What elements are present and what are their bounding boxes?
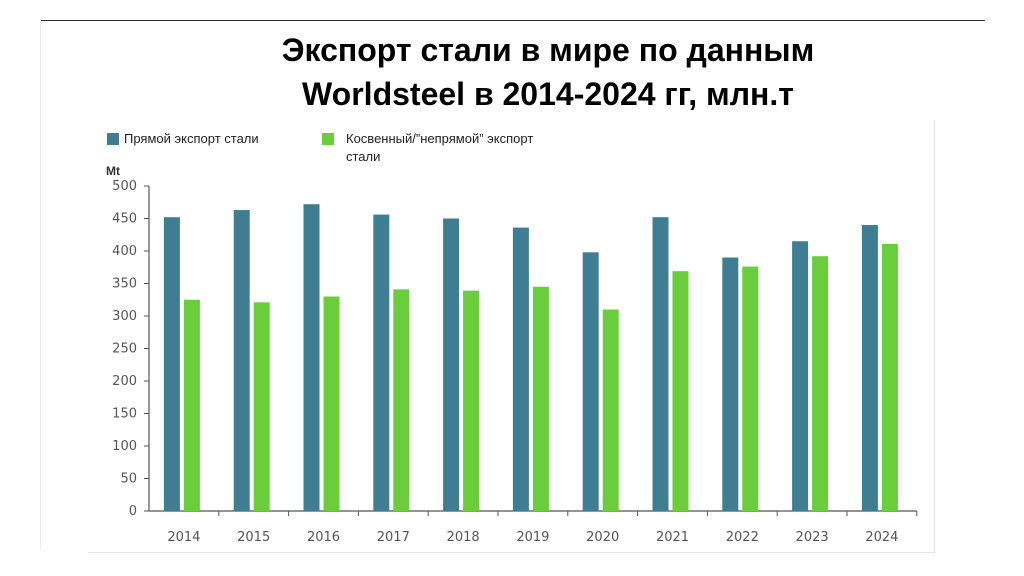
page-title: Экспорт стали в мире по данным Worldstee… bbox=[150, 28, 946, 116]
y-tick-label: 150 bbox=[112, 407, 137, 422]
y-tick-label: 400 bbox=[112, 244, 137, 259]
title-line-2: Worldsteel в 2014-2024 гг, млн.т bbox=[302, 76, 794, 112]
bar-indirect-export bbox=[532, 286, 549, 511]
y-axis-unit: Mt bbox=[106, 164, 120, 178]
bar-indirect-export bbox=[253, 302, 270, 511]
x-tick-label: 2024 bbox=[865, 530, 898, 545]
x-tick-label: 2016 bbox=[307, 530, 340, 545]
bar-indirect-export bbox=[463, 290, 480, 511]
bar-direct-export bbox=[792, 241, 809, 511]
bar-direct-export bbox=[582, 252, 599, 512]
y-tick-label: 450 bbox=[112, 212, 137, 227]
bar-indirect-export bbox=[602, 309, 619, 511]
bar-indirect-export bbox=[881, 243, 898, 511]
y-tick-label: 200 bbox=[112, 374, 137, 389]
y-tick-label: 100 bbox=[112, 439, 137, 454]
top-divider bbox=[40, 20, 985, 21]
bar-indirect-export bbox=[742, 266, 759, 511]
x-tick-label: 2017 bbox=[377, 530, 410, 545]
x-tick-label: 2023 bbox=[796, 530, 829, 545]
x-tick-label: 2022 bbox=[726, 530, 759, 545]
bar-direct-export bbox=[163, 217, 180, 511]
bar-indirect-export bbox=[323, 296, 340, 511]
bar-direct-export bbox=[861, 225, 878, 511]
x-tick-label: 2015 bbox=[237, 530, 270, 545]
bar-indirect-export bbox=[183, 299, 200, 511]
x-tick-label: 2014 bbox=[167, 530, 200, 545]
y-tick-label: 0 bbox=[129, 504, 137, 519]
bar-direct-export bbox=[652, 217, 669, 511]
bar-direct-export bbox=[373, 214, 390, 511]
x-tick-label: 2018 bbox=[447, 530, 480, 545]
bar-indirect-export bbox=[812, 256, 829, 511]
x-tick-label: 2021 bbox=[656, 530, 689, 545]
legend-swatch-direct bbox=[107, 133, 119, 145]
y-tick-label: 500 bbox=[112, 179, 137, 194]
y-tick-label: 50 bbox=[120, 472, 137, 487]
bar-indirect-export bbox=[393, 289, 410, 511]
legend-swatch-indirect bbox=[322, 133, 334, 145]
x-tick-label: 2020 bbox=[586, 530, 619, 545]
y-tick-label: 300 bbox=[112, 309, 137, 324]
y-tick-label: 250 bbox=[112, 342, 137, 357]
bar-indirect-export bbox=[672, 271, 689, 511]
bar-direct-export bbox=[233, 210, 250, 512]
bar-direct-export bbox=[303, 204, 320, 511]
legend-label-direct: Прямой экспорт стали bbox=[124, 131, 259, 146]
bar-direct-export bbox=[443, 218, 460, 511]
bar-direct-export bbox=[722, 257, 739, 511]
left-divider bbox=[40, 20, 41, 550]
chart-panel bbox=[88, 120, 935, 553]
x-tick-label: 2019 bbox=[516, 530, 549, 545]
y-tick-label: 350 bbox=[112, 277, 137, 292]
legend-label-indirect: Косвенный/”непрямой” экспорт стали bbox=[346, 131, 534, 164]
bar-direct-export bbox=[512, 227, 529, 511]
title-line-1: Экспорт стали в мире по данным bbox=[281, 32, 815, 68]
